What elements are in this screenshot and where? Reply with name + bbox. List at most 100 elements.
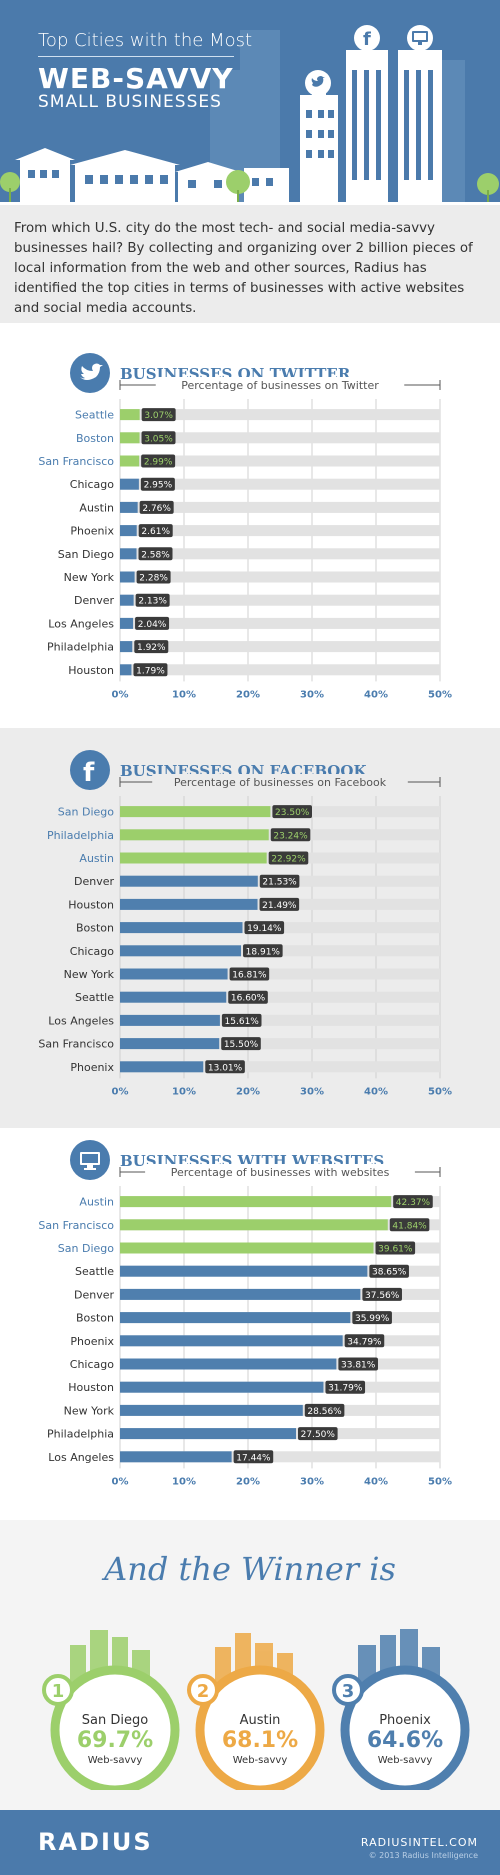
category-label: Boston <box>76 1312 114 1325</box>
websites-panel: BUSINESSES WITH WEBSITES Percentage of b… <box>0 1128 500 1520</box>
value-label: 17.44% <box>236 1453 271 1463</box>
header-rule <box>38 56 234 57</box>
value-label-bg <box>352 1311 392 1325</box>
bar <box>120 1428 296 1440</box>
x-tick-label: 10% <box>172 1086 196 1097</box>
value-label: 1.92% <box>137 643 166 653</box>
bar <box>120 455 140 467</box>
winner-label-3: Web-savvy <box>377 1755 433 1766</box>
radius-logo[interactable]: RADIUS <box>38 1828 153 1856</box>
value-label: 21.49% <box>262 901 297 911</box>
footer-copyright: © 2013 Radius Intelligence <box>368 1851 478 1860</box>
x-tick-label: 40% <box>364 1476 388 1487</box>
value-label: 2.04% <box>138 620 167 630</box>
rank-3: 3 <box>342 1681 355 1702</box>
category-label: Los Angeles <box>48 1014 114 1027</box>
x-tick-label: 20% <box>236 1086 260 1097</box>
category-label: Houston <box>68 664 114 677</box>
svg-text:f: f <box>83 758 95 788</box>
winner-percent-1: 69.7% <box>76 1728 154 1753</box>
value-label-bg <box>369 1264 409 1278</box>
category-label: San Diego <box>58 1242 114 1255</box>
category-label: New York <box>64 571 115 584</box>
bar <box>120 1288 361 1300</box>
category-label: Phoenix <box>70 1061 114 1074</box>
x-tick-label: 10% <box>172 689 196 700</box>
value-label: 27.50% <box>301 1430 336 1440</box>
winner-city-3: Phoenix <box>379 1713 431 1728</box>
bar <box>120 409 140 421</box>
category-label: San Francisco <box>38 1219 114 1232</box>
value-label-bg <box>141 454 176 468</box>
x-axis-title: Percentage of businesses with websites <box>171 1166 390 1179</box>
category-label: Houston <box>68 898 114 911</box>
value-label: 2.95% <box>144 481 173 491</box>
bar <box>120 852 267 864</box>
x-tick-label: 10% <box>172 1476 196 1487</box>
bar-track <box>120 478 440 490</box>
value-label-bg <box>228 990 268 1004</box>
x-tick-label: 0% <box>112 689 129 700</box>
winner-city-1: San Diego <box>81 1713 149 1728</box>
bar <box>120 922 243 934</box>
category-label: Denver <box>74 875 114 888</box>
bar <box>120 1196 392 1208</box>
value-label: 3.07% <box>144 411 173 421</box>
category-label: Phoenix <box>70 525 114 538</box>
category-label: San Diego <box>58 806 114 819</box>
twitter-panel: BUSINESSES ON TWITTER Percentage of busi… <box>0 323 500 728</box>
bar-track <box>120 641 440 653</box>
bar-track <box>120 617 440 629</box>
category-label: Philadelphia <box>47 1428 114 1441</box>
value-label: 19.14% <box>247 924 282 934</box>
value-label: 2.76% <box>142 504 171 514</box>
value-label-bg <box>141 431 176 445</box>
value-label: 2.13% <box>138 597 167 607</box>
bar <box>120 945 242 957</box>
value-label-bg <box>304 1403 345 1417</box>
bar <box>120 1381 324 1393</box>
bar <box>120 432 140 444</box>
bar-track <box>120 1061 440 1073</box>
bar-track <box>120 594 440 606</box>
category-label: Chicago <box>70 945 114 958</box>
x-tick-label: 40% <box>364 1086 388 1097</box>
category-label: Denver <box>74 1288 114 1301</box>
value-label-bg <box>362 1287 402 1301</box>
category-label: San Francisco <box>38 455 114 468</box>
value-label: 2.99% <box>144 458 173 468</box>
value-label: 34.79% <box>347 1337 382 1347</box>
value-label-bg <box>135 593 170 607</box>
value-label: 22.92% <box>271 855 306 865</box>
header-title-line2: SMALL BUSINESSES <box>38 92 222 112</box>
winner-badge-3: 3 <box>332 1629 470 1790</box>
x-tick-label: 30% <box>300 689 324 700</box>
header-banner: f Top Cities with the Most WEB-SAVVY SMA… <box>0 0 500 205</box>
value-label: 2.28% <box>139 574 168 584</box>
value-label-bg <box>205 1060 245 1074</box>
category-label: Chicago <box>70 478 114 491</box>
category-label: San Diego <box>58 548 114 561</box>
value-label-bg <box>325 1380 366 1394</box>
bar-track <box>120 525 440 537</box>
category-label: Philadelphia <box>47 829 114 842</box>
value-label-bg <box>221 1037 261 1051</box>
category-label: New York <box>64 1404 115 1417</box>
value-label: 16.81% <box>232 971 267 981</box>
value-label: 16.60% <box>231 994 266 1004</box>
footer-site-link[interactable]: RADIUSINTEL.COM <box>360 1836 478 1849</box>
bar <box>120 571 135 583</box>
bar-track <box>120 501 440 513</box>
websites-chart: Percentage of businesses with websites 0%… <box>38 1164 452 1487</box>
bar-track <box>120 571 440 583</box>
monitor-icon <box>70 1140 110 1180</box>
x-tick-label: 50% <box>428 689 452 700</box>
x-tick-label: 30% <box>300 1476 324 1487</box>
bar-track <box>120 409 440 421</box>
value-label-bg <box>259 874 300 888</box>
bar <box>120 1038 220 1050</box>
intro-text: From which U.S. city do the most tech- a… <box>14 221 473 316</box>
bar-track <box>120 548 440 560</box>
value-label: 39.61% <box>378 1245 413 1255</box>
